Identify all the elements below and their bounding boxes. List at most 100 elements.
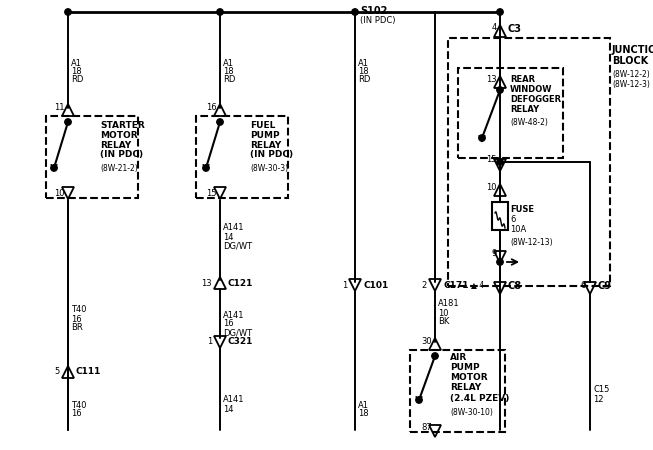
Text: 16: 16 — [71, 315, 82, 324]
Text: AIR: AIR — [450, 354, 468, 363]
Text: 15: 15 — [206, 189, 217, 198]
Circle shape — [497, 87, 503, 93]
Text: 18: 18 — [71, 67, 82, 76]
Text: DEFOGGER: DEFOGGER — [510, 95, 561, 104]
Text: 30: 30 — [421, 337, 432, 346]
Text: 14: 14 — [223, 233, 234, 242]
Text: PUMP: PUMP — [450, 364, 479, 373]
Text: RELAY: RELAY — [510, 105, 539, 114]
Text: 10: 10 — [438, 309, 449, 318]
Text: C121: C121 — [228, 279, 253, 288]
Text: REAR: REAR — [510, 76, 535, 85]
Text: C15: C15 — [593, 386, 609, 395]
Text: BK: BK — [438, 318, 449, 327]
Text: 13: 13 — [201, 279, 212, 288]
Text: 15: 15 — [486, 156, 497, 165]
Text: T40: T40 — [71, 306, 86, 315]
Text: (8W-12-3): (8W-12-3) — [612, 81, 650, 90]
Circle shape — [497, 259, 503, 265]
Text: (8W-12-2): (8W-12-2) — [612, 71, 650, 80]
Circle shape — [217, 9, 223, 15]
Circle shape — [497, 9, 503, 15]
Text: RD: RD — [223, 75, 235, 84]
Bar — [458, 68, 563, 158]
Text: 1: 1 — [207, 338, 212, 346]
Text: MOTOR: MOTOR — [450, 374, 488, 382]
Text: BLOCK: BLOCK — [612, 56, 648, 66]
Text: FUEL: FUEL — [250, 121, 276, 130]
Text: T40: T40 — [71, 400, 86, 410]
Text: 6: 6 — [581, 280, 586, 289]
Text: S102: S102 — [360, 6, 387, 16]
Text: RD: RD — [358, 75, 370, 84]
Text: WINDOW: WINDOW — [510, 86, 552, 94]
Text: 6: 6 — [510, 216, 515, 225]
Text: A1: A1 — [223, 58, 234, 68]
Text: 12: 12 — [593, 396, 603, 405]
Text: C321: C321 — [228, 338, 253, 346]
Bar — [196, 116, 288, 198]
Text: 16: 16 — [206, 103, 217, 112]
Text: 1: 1 — [342, 280, 347, 289]
Text: 87: 87 — [421, 423, 432, 432]
Text: 18: 18 — [223, 67, 234, 76]
Text: C111: C111 — [76, 368, 101, 377]
Text: A141: A141 — [223, 224, 244, 233]
Text: RD: RD — [71, 75, 84, 84]
Circle shape — [352, 9, 358, 15]
Text: C101: C101 — [363, 280, 389, 289]
Text: (2.4L PZEV): (2.4L PZEV) — [450, 393, 509, 402]
Text: DG/WT: DG/WT — [223, 328, 252, 338]
Text: 18: 18 — [358, 410, 369, 418]
Bar — [448, 38, 610, 286]
Circle shape — [217, 119, 223, 125]
Text: STARTER: STARTER — [100, 121, 145, 130]
Text: (8W-48-2): (8W-48-2) — [510, 118, 548, 127]
Text: 4: 4 — [492, 23, 497, 32]
Text: ▲ 4: ▲ 4 — [471, 280, 484, 289]
Circle shape — [65, 119, 71, 125]
Text: JUNCTION: JUNCTION — [612, 45, 653, 55]
Text: A1: A1 — [358, 58, 369, 68]
Circle shape — [65, 9, 71, 15]
Text: 14: 14 — [223, 405, 234, 414]
Text: C3: C3 — [508, 24, 522, 34]
Circle shape — [416, 397, 422, 403]
Text: A1: A1 — [358, 400, 369, 410]
Text: 10: 10 — [486, 183, 497, 192]
Text: (8W-30-3): (8W-30-3) — [250, 163, 288, 172]
Text: 5: 5 — [55, 368, 60, 377]
Text: FUSE: FUSE — [510, 206, 534, 215]
Text: BR: BR — [71, 324, 83, 333]
Bar — [492, 202, 508, 230]
Text: (8W-21-2): (8W-21-2) — [100, 163, 138, 172]
Text: C171: C171 — [443, 280, 468, 289]
Text: A181: A181 — [438, 300, 460, 309]
Text: 16: 16 — [223, 320, 234, 328]
Text: (IN PDC): (IN PDC) — [250, 150, 293, 159]
Text: RELAY: RELAY — [250, 140, 281, 149]
Text: 2: 2 — [422, 280, 427, 289]
Circle shape — [203, 165, 209, 171]
Text: MOTOR: MOTOR — [100, 130, 138, 140]
Text: DG/WT: DG/WT — [223, 242, 252, 251]
Circle shape — [479, 135, 485, 141]
Text: A141: A141 — [223, 396, 244, 405]
Bar — [46, 116, 138, 198]
Text: C9: C9 — [598, 281, 612, 291]
Text: RELAY: RELAY — [450, 383, 481, 392]
Circle shape — [51, 165, 57, 171]
Text: A1: A1 — [71, 58, 82, 68]
Text: 18: 18 — [358, 67, 369, 76]
Text: RELAY: RELAY — [100, 140, 131, 149]
Text: C8: C8 — [508, 281, 522, 291]
Circle shape — [432, 353, 438, 359]
Bar — [410, 350, 505, 432]
Text: PUMP: PUMP — [250, 130, 279, 140]
Text: 11: 11 — [54, 103, 65, 112]
Text: (IN PDC): (IN PDC) — [360, 15, 396, 24]
Text: 9: 9 — [492, 248, 497, 257]
Text: 16: 16 — [71, 410, 82, 418]
Text: A141: A141 — [223, 310, 244, 320]
Text: 10: 10 — [54, 189, 65, 198]
